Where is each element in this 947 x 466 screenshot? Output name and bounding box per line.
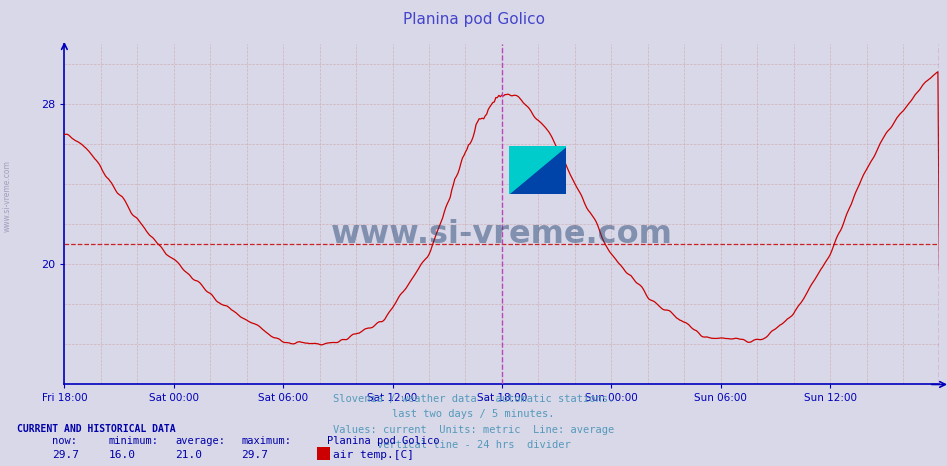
Text: 29.7: 29.7 (52, 450, 80, 459)
Text: Slovenia / weather data - automatic stations.: Slovenia / weather data - automatic stat… (333, 394, 614, 404)
Polygon shape (509, 146, 566, 194)
Bar (509, 146, 538, 170)
Text: air temp.[C]: air temp.[C] (333, 450, 415, 459)
Text: Planina pod Golico: Planina pod Golico (402, 12, 545, 27)
Text: now:: now: (52, 436, 77, 445)
Text: Values: current  Units: metric  Line: average: Values: current Units: metric Line: aver… (333, 425, 614, 434)
Text: www.si-vreme.com: www.si-vreme.com (331, 219, 673, 250)
Text: maximum:: maximum: (241, 436, 292, 445)
Text: vertical line - 24 hrs  divider: vertical line - 24 hrs divider (377, 440, 570, 450)
Text: last two days / 5 minutes.: last two days / 5 minutes. (392, 409, 555, 419)
Text: www.si-vreme.com: www.si-vreme.com (3, 160, 12, 232)
Text: CURRENT AND HISTORICAL DATA: CURRENT AND HISTORICAL DATA (17, 425, 176, 434)
Polygon shape (509, 146, 566, 194)
Text: average:: average: (175, 436, 225, 445)
Text: 21.0: 21.0 (175, 450, 203, 459)
Text: minimum:: minimum: (109, 436, 159, 445)
Text: Planina pod Golico: Planina pod Golico (327, 436, 439, 445)
Text: 29.7: 29.7 (241, 450, 269, 459)
Polygon shape (509, 146, 566, 194)
Text: 16.0: 16.0 (109, 450, 136, 459)
